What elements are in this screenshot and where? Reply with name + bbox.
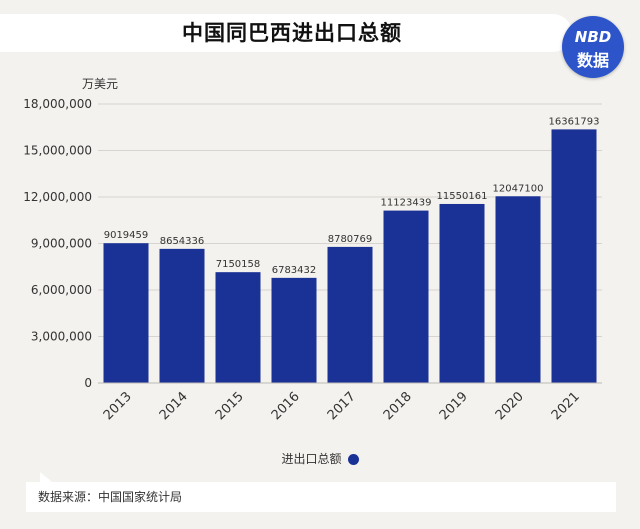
- x-tick-label: 2019: [437, 389, 471, 423]
- y-tick-labels: 0 3,000,000 6,000,000 9,000,000 12,000,000 15…: [23, 97, 92, 390]
- legend-marker: [347, 454, 359, 465]
- logo-text-data: 数据: [576, 51, 609, 70]
- bars: [103, 129, 597, 383]
- legend-label: 进出口总额: [281, 452, 342, 466]
- y-tick-label: 9,000,000: [31, 237, 92, 251]
- y-tick-label: 6,000,000: [31, 283, 92, 297]
- y-tick-label: 15,000,000: [23, 144, 92, 158]
- data-label-2019: 11550161: [437, 191, 488, 202]
- data-label-2021: 16361793: [549, 116, 600, 127]
- y-tick-label: 18,000,000: [23, 97, 92, 111]
- y-tick-label: 12,000,000: [23, 190, 92, 204]
- nbd-logo: NBD 数据: [562, 16, 624, 78]
- x-tick-label: 2020: [493, 389, 527, 423]
- x-tick-label: 2015: [213, 389, 247, 423]
- bar-chart: 0 3,000,000 6,000,000 9,000,000 12,000,000 15…: [23, 77, 602, 423]
- y-axis-unit-label: 万美元: [82, 77, 118, 91]
- x-tick-labels: 2013 2014 2015 2016 2017 2018 2019 2020 2021: [101, 389, 583, 423]
- logo-text-nbd: NBD: [574, 28, 612, 46]
- x-tick-label: 2014: [157, 389, 191, 423]
- source-box: 数据来源：中国国家统计局: [26, 472, 616, 512]
- x-tick-label: 2021: [549, 389, 583, 423]
- data-label-2018: 11123439: [381, 198, 432, 209]
- bar-2015: [215, 272, 261, 383]
- data-label-2017: 8780769: [328, 234, 373, 245]
- bar-2018: [383, 210, 429, 383]
- x-tick-label: 2018: [381, 389, 415, 423]
- data-label-2013: 9019459: [104, 230, 149, 241]
- bar-2014: [159, 248, 205, 383]
- title-bar: 中国同巴西进出口总额: [0, 14, 572, 52]
- y-tick-label: 3,000,000: [31, 330, 92, 344]
- data-label-2016: 6783432: [272, 265, 317, 276]
- bar-2019: [439, 203, 485, 383]
- bar-2020: [495, 196, 541, 383]
- x-tick-label: 2013: [101, 389, 135, 423]
- x-tick-label: 2017: [325, 389, 359, 423]
- x-tick-label: 2016: [269, 389, 303, 423]
- bar-2021: [551, 129, 597, 383]
- y-tick-label: 0: [84, 376, 92, 390]
- source-text: 数据来源：中国国家统计局: [38, 490, 183, 504]
- data-label-2015: 7150158: [216, 259, 261, 270]
- chart-title: 中国同巴西进出口总额: [182, 21, 402, 45]
- bar-2013: [103, 243, 149, 383]
- legend: 进出口总额: [0, 450, 640, 467]
- data-labels: 9019459 8654336 7150158 6783432 8780769 11123…: [104, 116, 600, 275]
- data-label-2014: 8654336: [160, 236, 205, 247]
- bar-2016: [271, 277, 317, 383]
- data-label-2020: 12047100: [493, 183, 544, 194]
- bar-2017: [327, 246, 373, 383]
